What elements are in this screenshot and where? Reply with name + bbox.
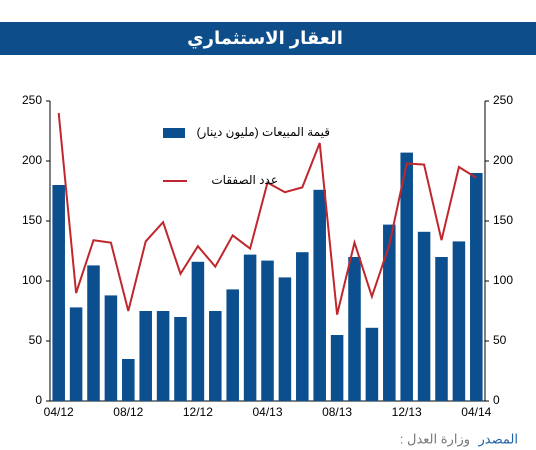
y2-tick-label: 250 <box>493 93 513 107</box>
bar <box>139 311 152 401</box>
bar <box>330 335 344 401</box>
bar <box>226 289 239 401</box>
bar <box>156 311 170 401</box>
x-tick-label: 04/12 <box>44 405 74 419</box>
header-band <box>0 22 536 55</box>
y-tick-label: 100 <box>22 273 42 287</box>
bar <box>87 265 100 401</box>
y-tick-label: 50 <box>29 333 43 347</box>
line <box>57 112 477 315</box>
bar <box>348 257 361 401</box>
bar <box>365 327 379 401</box>
y2-tick-label: 0 <box>493 393 500 407</box>
x-tick-label: 08/13 <box>322 405 352 419</box>
x-tick-label: 12/12 <box>183 405 213 419</box>
x-tick-label: 12/13 <box>392 405 422 419</box>
y-tick-label: 250 <box>22 93 42 107</box>
x-tick-label: 04/14 <box>461 405 491 419</box>
legend-label: عدد الصفقات <box>211 173 278 187</box>
y2-tick-label: 150 <box>493 213 513 227</box>
bar <box>470 173 483 401</box>
bar <box>209 311 222 401</box>
y-tick-label: 0 <box>35 393 42 407</box>
bar <box>52 185 65 401</box>
y2-tick-label: 50 <box>493 333 507 347</box>
source-label: المصدر <box>478 431 518 447</box>
bar <box>174 317 187 401</box>
bar <box>122 359 135 401</box>
y-tick-label: 200 <box>22 153 42 167</box>
y2-tick-label: 200 <box>493 153 513 167</box>
bar <box>383 224 396 401</box>
bar <box>296 252 309 401</box>
legend-label: قيمة المبيعات (مليون دينار) <box>197 125 330 140</box>
bar <box>278 277 292 401</box>
bar <box>313 189 326 401</box>
x-tick-label: 04/13 <box>252 405 282 419</box>
bar <box>243 254 257 401</box>
bar <box>435 257 448 401</box>
y-tick-label: 150 <box>22 213 42 227</box>
chart-title: العقار الاستثماري <box>187 28 343 49</box>
bar <box>69 307 83 401</box>
bar <box>452 241 466 401</box>
bar <box>191 261 205 401</box>
source-text: : وزارة العدل <box>400 431 470 447</box>
bar <box>261 260 274 401</box>
bar <box>400 152 413 401</box>
bar <box>104 295 118 401</box>
x-tick-label: 08/12 <box>113 405 143 419</box>
bar <box>417 231 431 401</box>
legend-swatch <box>163 128 185 138</box>
y2-tick-label: 100 <box>493 273 513 287</box>
